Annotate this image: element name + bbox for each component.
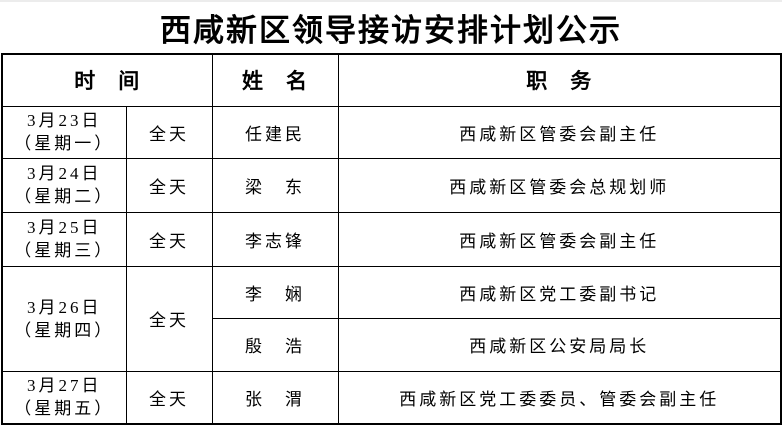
table-row: 3月25日 （星期三） 全天 李志锋 西咸新区管委会副主任 [1, 211, 782, 267]
date-cell: 3月26日 （星期四） [1, 265, 127, 372]
date-cell: 3月25日 （星期三） [1, 211, 127, 267]
date-text: 3月25日 [27, 218, 102, 237]
name-cell: 殷 浩 [211, 317, 339, 372]
name-cell: 任建民 [211, 105, 339, 159]
date-cell: 3月23日 （星期一） [1, 105, 127, 159]
period-cell: 全天 [125, 157, 213, 213]
col-header-time: 时 间 [1, 53, 213, 107]
weekday-text: （星期五） [14, 399, 115, 419]
weekday-text: （星期二） [14, 187, 115, 206]
position-cell: 西咸新区党工委副书记 [337, 265, 782, 319]
name-cell: 梁 东 [211, 157, 339, 213]
table-row: 3月23日 （星期一） 全天 任建民 西咸新区管委会副主任 [1, 105, 782, 159]
period-cell: 全天 [125, 211, 213, 267]
position-cell: 西咸新区管委会总规划师 [337, 157, 782, 213]
date-text: 3月26日 [27, 297, 102, 317]
weekday-text: （星期三） [14, 241, 115, 260]
name-cell: 李志锋 [211, 211, 339, 267]
date-text: 3月23日 [27, 111, 102, 130]
period-cell: 全天 [125, 370, 213, 425]
weekday-text: （星期一） [14, 134, 115, 153]
col-header-name: 姓 名 [211, 53, 339, 107]
name-cell: 张 渭 [211, 370, 339, 425]
date-cell: 3月24日 （星期二） [1, 157, 127, 213]
period-cell: 全天 [125, 265, 213, 372]
table-row: 3月24日 （星期二） 全天 梁 东 西咸新区管委会总规划师 [1, 157, 782, 213]
date-text: 3月24日 [27, 164, 102, 183]
position-cell: 西咸新区管委会副主任 [337, 105, 782, 159]
table-row: 殷 浩 西咸新区公安局局长 [2, 317, 782, 372]
header-row: 时 间 姓 名 职 务 [1, 53, 782, 107]
date-cell: 3月27日 （星期五） [1, 370, 127, 425]
period-cell: 全天 [125, 105, 213, 159]
position-cell: 西咸新区管委会副主任 [337, 211, 782, 267]
schedule-table: 时 间 姓 名 职 务 3月23日 （星期一） 全天 任建民 西咸新区管委会副主… [1, 53, 782, 425]
table-row: 3月26日 （星期四） 全天 李 娴 西咸新区党工委副书记 [1, 265, 782, 372]
date-text: 3月27日 [27, 376, 102, 396]
weekday-text: （星期四） [14, 320, 115, 340]
table-row: 3月27日 （星期五） 全天 张 渭 西咸新区党工委委员、管委会副主任 [1, 370, 782, 425]
name-cell: 李 娴 [211, 265, 339, 319]
position-cell: 西咸新区公安局局长 [337, 317, 782, 372]
position-cell: 西咸新区党工委委员、管委会副主任 [337, 370, 782, 425]
col-header-position: 职 务 [337, 53, 782, 107]
page-title: 西咸新区领导接访安排计划公示 [160, 13, 622, 48]
